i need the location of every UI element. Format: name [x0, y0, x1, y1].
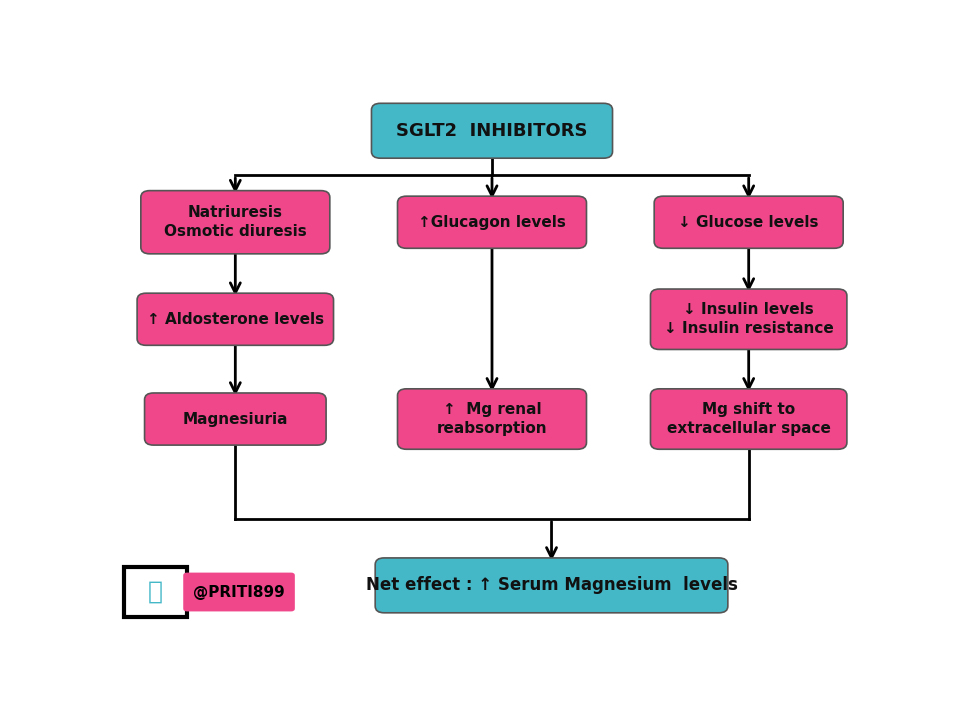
- FancyBboxPatch shape: [372, 103, 612, 158]
- FancyBboxPatch shape: [397, 196, 587, 248]
- Text: ↑Glucagon levels: ↑Glucagon levels: [418, 215, 566, 230]
- FancyBboxPatch shape: [654, 196, 843, 248]
- Text: 🐦: 🐦: [148, 580, 163, 604]
- FancyBboxPatch shape: [137, 293, 333, 346]
- FancyBboxPatch shape: [651, 289, 847, 349]
- FancyBboxPatch shape: [651, 389, 847, 449]
- FancyBboxPatch shape: [141, 191, 330, 254]
- Text: ↓ Insulin levels
↓ Insulin resistance: ↓ Insulin levels ↓ Insulin resistance: [663, 302, 833, 336]
- FancyBboxPatch shape: [145, 393, 326, 445]
- Text: @PRITI899: @PRITI899: [193, 585, 285, 600]
- Text: SGLT2  INHIBITORS: SGLT2 INHIBITORS: [396, 122, 588, 140]
- Text: ↓ Glucose levels: ↓ Glucose levels: [679, 215, 819, 230]
- Text: Net effect : ↑ Serum Magnesium  levels: Net effect : ↑ Serum Magnesium levels: [366, 576, 737, 595]
- FancyBboxPatch shape: [397, 389, 587, 449]
- Text: ↑ Aldosterone levels: ↑ Aldosterone levels: [147, 312, 324, 327]
- Text: Mg shift to
extracellular space: Mg shift to extracellular space: [667, 402, 830, 436]
- Text: Natriuresis
Osmotic diuresis: Natriuresis Osmotic diuresis: [164, 205, 306, 239]
- FancyBboxPatch shape: [124, 567, 187, 617]
- Text: Magnesiuria: Magnesiuria: [182, 412, 288, 426]
- Text: ↑  Mg renal
reabsorption: ↑ Mg renal reabsorption: [437, 402, 547, 436]
- FancyBboxPatch shape: [375, 558, 728, 613]
- FancyBboxPatch shape: [183, 572, 295, 611]
